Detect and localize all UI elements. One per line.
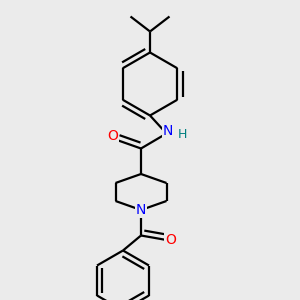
Text: O: O (107, 130, 118, 143)
Text: N: N (136, 203, 146, 217)
Text: O: O (166, 233, 176, 247)
Text: H: H (177, 128, 187, 142)
Text: N: N (163, 124, 173, 138)
